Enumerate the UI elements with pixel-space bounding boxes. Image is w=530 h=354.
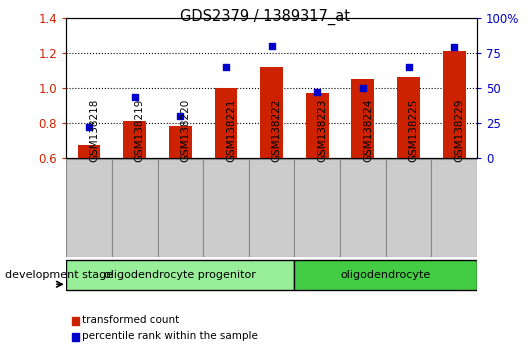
Text: percentile rank within the sample: percentile rank within the sample <box>82 331 258 341</box>
Text: GSM138220: GSM138220 <box>180 99 190 162</box>
Point <box>450 44 458 50</box>
Text: transformed count: transformed count <box>82 315 179 325</box>
Text: GSM138219: GSM138219 <box>135 99 145 162</box>
Bar <box>169 126 192 158</box>
Text: GSM138229: GSM138229 <box>454 99 464 162</box>
Bar <box>112 159 157 257</box>
Bar <box>66 260 295 290</box>
Point <box>222 64 230 69</box>
Bar <box>306 93 329 158</box>
Point <box>313 89 322 95</box>
Bar <box>249 159 295 257</box>
Bar <box>295 260 477 290</box>
Bar <box>443 51 465 158</box>
Bar <box>215 88 237 158</box>
Text: GSM138221: GSM138221 <box>226 99 236 162</box>
Bar <box>431 159 477 257</box>
Text: oligodendrocyte progenitor: oligodendrocyte progenitor <box>104 269 257 280</box>
Text: development stage: development stage <box>5 270 113 280</box>
Bar <box>295 159 340 257</box>
Text: GDS2379 / 1389317_at: GDS2379 / 1389317_at <box>180 9 350 25</box>
Text: GSM138223: GSM138223 <box>317 99 327 162</box>
Point <box>267 43 276 48</box>
Bar <box>66 159 112 257</box>
Point <box>85 124 93 130</box>
Bar <box>340 159 386 257</box>
Bar <box>157 159 203 257</box>
Point <box>359 85 367 91</box>
Text: GSM138224: GSM138224 <box>363 99 373 162</box>
Point <box>130 95 139 100</box>
Text: GSM138218: GSM138218 <box>89 99 99 162</box>
Text: GSM138222: GSM138222 <box>271 99 281 162</box>
Point <box>404 64 413 69</box>
Bar <box>397 77 420 158</box>
Bar <box>78 145 101 158</box>
Text: oligodendrocyte: oligodendrocyte <box>341 269 431 280</box>
Bar <box>123 121 146 158</box>
Text: GSM138225: GSM138225 <box>409 99 419 162</box>
Point <box>176 113 184 118</box>
Bar <box>203 159 249 257</box>
Bar <box>386 159 431 257</box>
Bar <box>351 79 374 158</box>
Bar <box>260 67 283 158</box>
